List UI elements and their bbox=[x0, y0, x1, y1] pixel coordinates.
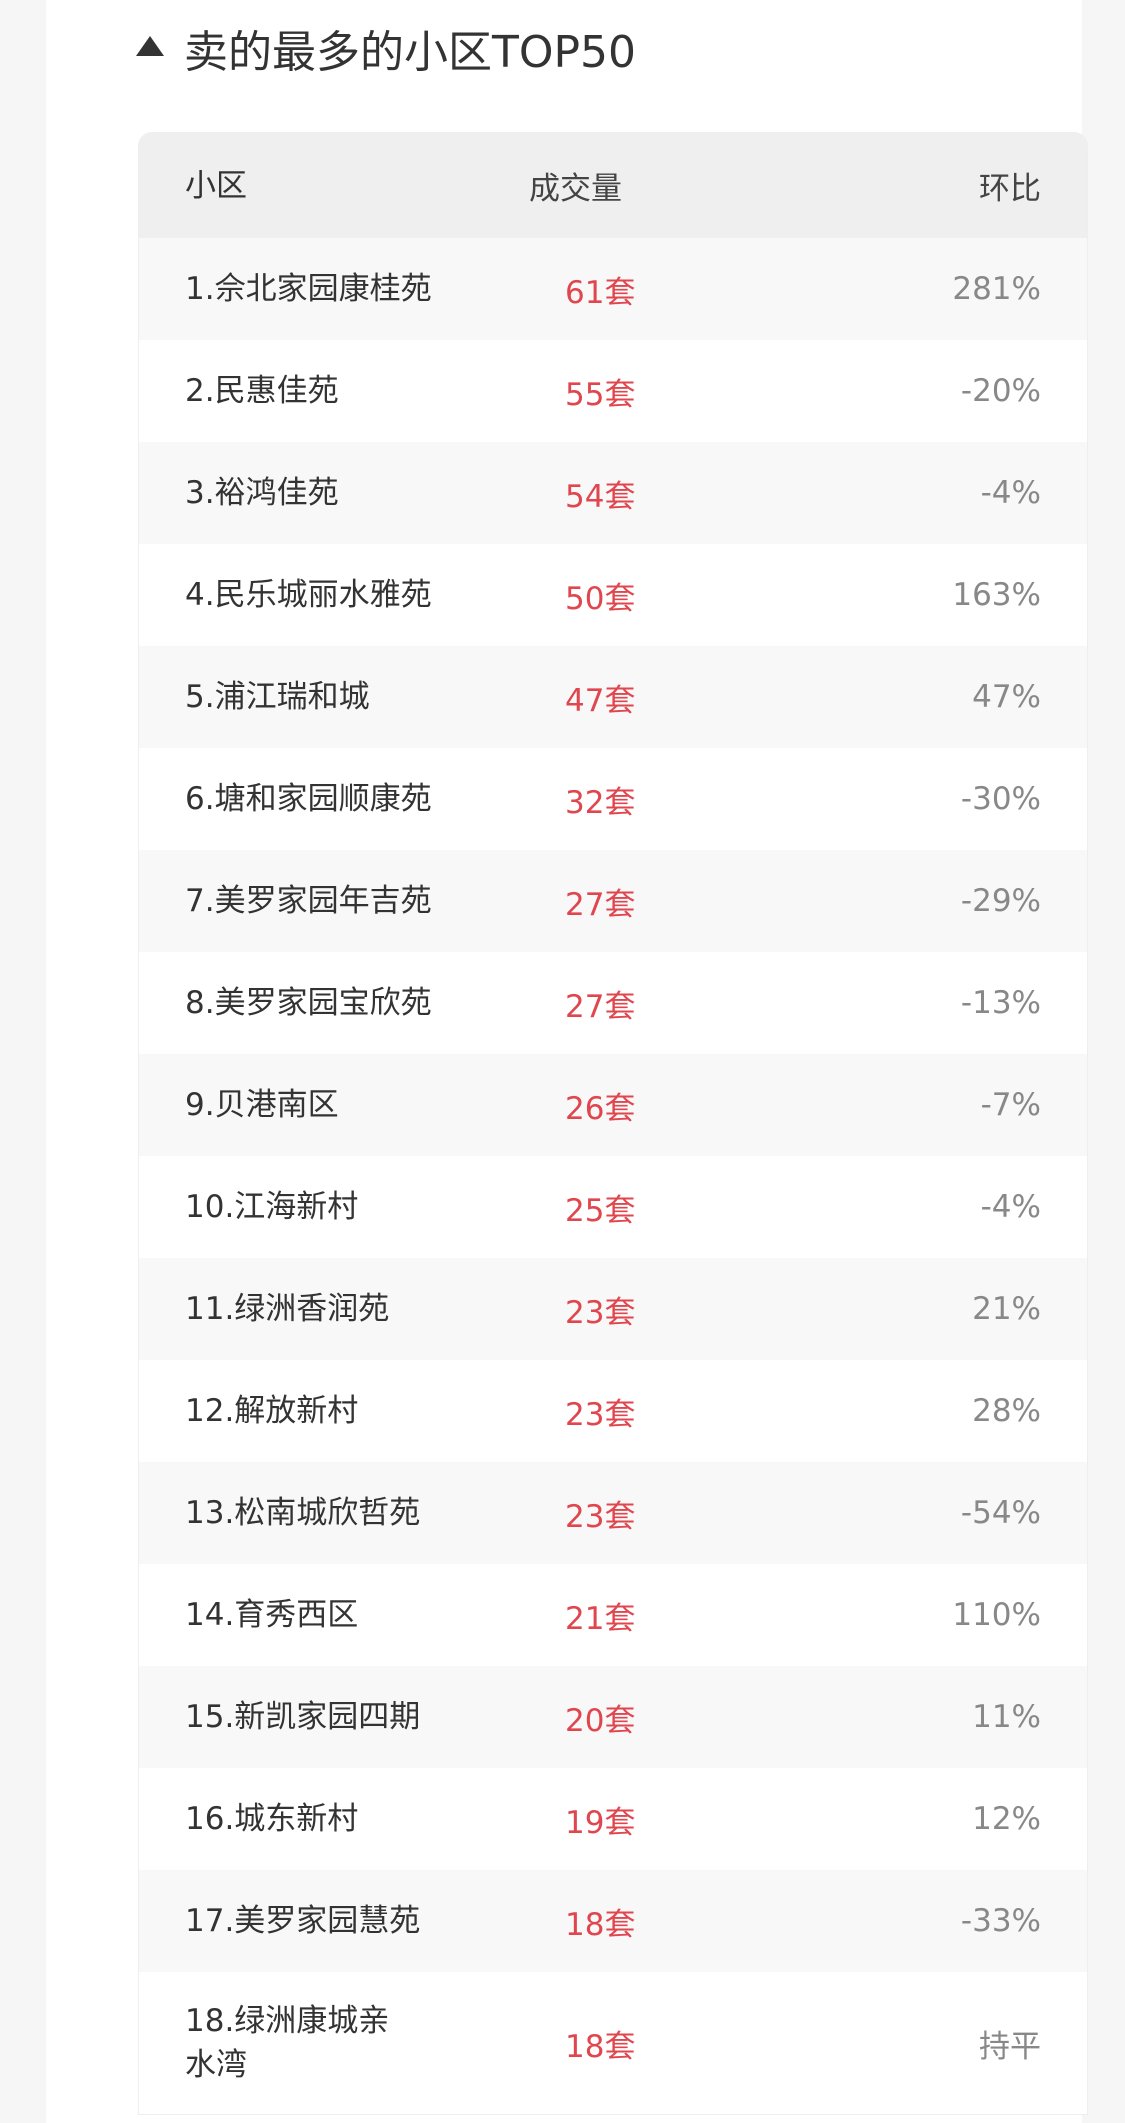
change-value: 110% bbox=[952, 1597, 1041, 1633]
change-value: -4% bbox=[980, 1189, 1041, 1225]
table-row[interactable]: 18.绿洲康城亲水湾 18套 持平 bbox=[139, 1972, 1087, 2114]
table-row[interactable]: 11.绿洲香润苑 23套 21% bbox=[139, 1258, 1087, 1360]
community-name: 15.新凯家园四期 bbox=[185, 1699, 421, 1735]
change-value: -7% bbox=[980, 1087, 1041, 1123]
table-row[interactable]: 15.新凯家园四期 20套 11% bbox=[139, 1666, 1087, 1768]
table-row[interactable]: 13.松南城欣哲苑 23套 -54% bbox=[139, 1462, 1087, 1564]
volume-value: 23套 bbox=[565, 1294, 636, 1331]
volume-value: 55套 bbox=[565, 376, 636, 413]
change-value: 11% bbox=[972, 1699, 1041, 1735]
change-value: 163% bbox=[952, 577, 1041, 613]
change-value: -33% bbox=[960, 1903, 1041, 1939]
community-name: 12.解放新村 bbox=[185, 1393, 359, 1429]
volume-value: 20套 bbox=[565, 1702, 636, 1739]
community-name: 4.民乐城丽水雅苑 bbox=[185, 577, 432, 613]
section-header[interactable]: 卖的最多的小区TOP50 bbox=[136, 18, 636, 78]
community-name: 9.贝港南区 bbox=[185, 1087, 339, 1123]
volume-value: 25套 bbox=[565, 1192, 636, 1229]
volume-value: 23套 bbox=[565, 1498, 636, 1535]
table-row[interactable]: 12.解放新村 23套 28% bbox=[139, 1360, 1087, 1462]
volume-value: 47套 bbox=[565, 682, 636, 719]
volume-value: 27套 bbox=[565, 988, 636, 1025]
volume-value: 54套 bbox=[565, 478, 636, 515]
table-row[interactable]: 4.民乐城丽水雅苑 50套 163% bbox=[139, 544, 1087, 646]
community-name: 7.美罗家园年吉苑 bbox=[185, 883, 432, 919]
triangle-up-icon bbox=[136, 36, 164, 56]
table-row[interactable]: 6.塘和家园顺康苑 32套 -30% bbox=[139, 748, 1087, 850]
table-row[interactable]: 5.浦江瑞和城 47套 47% bbox=[139, 646, 1087, 748]
community-name: 14.育秀西区 bbox=[185, 1597, 359, 1633]
change-value: 21% bbox=[972, 1291, 1041, 1327]
volume-value: 19套 bbox=[565, 1804, 636, 1841]
table-row[interactable]: 10.江海新村 25套 -4% bbox=[139, 1156, 1087, 1258]
header-community: 小区 bbox=[185, 167, 247, 204]
community-name: 18.绿洲康城亲水湾 bbox=[185, 2003, 390, 2083]
volume-value: 27套 bbox=[565, 886, 636, 923]
section-title: 卖的最多的小区TOP50 bbox=[184, 27, 637, 78]
change-value: 281% bbox=[952, 271, 1041, 307]
table-row[interactable]: 8.美罗家园宝欣苑 27套 -13% bbox=[139, 952, 1087, 1054]
volume-value: 18套 bbox=[565, 2028, 636, 2065]
community-name: 10.江海新村 bbox=[185, 1189, 359, 1225]
change-value: -30% bbox=[960, 781, 1041, 817]
community-name: 3.裕鸿佳苑 bbox=[185, 475, 339, 511]
community-name: 16.城东新村 bbox=[185, 1801, 359, 1837]
volume-value: 21套 bbox=[565, 1600, 636, 1637]
header-change: 环比 bbox=[979, 171, 1041, 207]
volume-value: 23套 bbox=[565, 1396, 636, 1433]
table-row[interactable]: 1.佘北家园康桂苑 61套 281% bbox=[139, 238, 1087, 340]
change-value: 持平 bbox=[979, 2028, 1041, 2065]
community-name: 1.佘北家园康桂苑 bbox=[185, 271, 432, 307]
volume-value: 50套 bbox=[565, 580, 636, 617]
community-name: 8.美罗家园宝欣苑 bbox=[185, 985, 432, 1021]
volume-value: 18套 bbox=[565, 1906, 636, 1943]
table-header: 小区 成交量 环比 bbox=[139, 133, 1087, 238]
change-value: 12% bbox=[972, 1801, 1041, 1837]
table-row[interactable]: 7.美罗家园年吉苑 27套 -29% bbox=[139, 850, 1087, 952]
header-volume: 成交量 bbox=[529, 171, 622, 207]
community-name: 13.松南城欣哲苑 bbox=[185, 1495, 421, 1531]
change-value: -29% bbox=[960, 883, 1041, 919]
change-value: -4% bbox=[980, 475, 1041, 511]
content-card: 卖的最多的小区TOP50 小区 成交量 环比 1.佘北家园康桂苑 61套 281… bbox=[46, 0, 1088, 2123]
change-value: -13% bbox=[960, 985, 1041, 1021]
change-value: -54% bbox=[960, 1495, 1041, 1531]
change-value: 47% bbox=[972, 679, 1041, 715]
change-value: -20% bbox=[960, 373, 1041, 409]
table-row[interactable]: 16.城东新村 19套 12% bbox=[139, 1768, 1087, 1870]
community-name: 2.民惠佳苑 bbox=[185, 373, 339, 409]
community-name: 5.浦江瑞和城 bbox=[185, 679, 370, 715]
volume-value: 26套 bbox=[565, 1090, 636, 1127]
community-name: 17.美罗家园慧苑 bbox=[185, 1903, 421, 1939]
community-name: 6.塘和家园顺康苑 bbox=[185, 781, 432, 817]
ranking-table: 小区 成交量 环比 1.佘北家园康桂苑 61套 281% 2.民惠佳苑 55套 -… bbox=[138, 132, 1088, 2115]
table-row[interactable]: 2.民惠佳苑 55套 -20% bbox=[139, 340, 1087, 442]
table-row[interactable]: 3.裕鸿佳苑 54套 -4% bbox=[139, 442, 1087, 544]
table-row[interactable]: 9.贝港南区 26套 -7% bbox=[139, 1054, 1087, 1156]
volume-value: 61套 bbox=[565, 274, 636, 311]
community-name: 11.绿洲香润苑 bbox=[185, 1291, 390, 1327]
change-value: 28% bbox=[972, 1393, 1041, 1429]
table-row[interactable]: 14.育秀西区 21套 110% bbox=[139, 1564, 1087, 1666]
volume-value: 32套 bbox=[565, 784, 636, 821]
table-row[interactable]: 17.美罗家园慧苑 18套 -33% bbox=[139, 1870, 1087, 1972]
